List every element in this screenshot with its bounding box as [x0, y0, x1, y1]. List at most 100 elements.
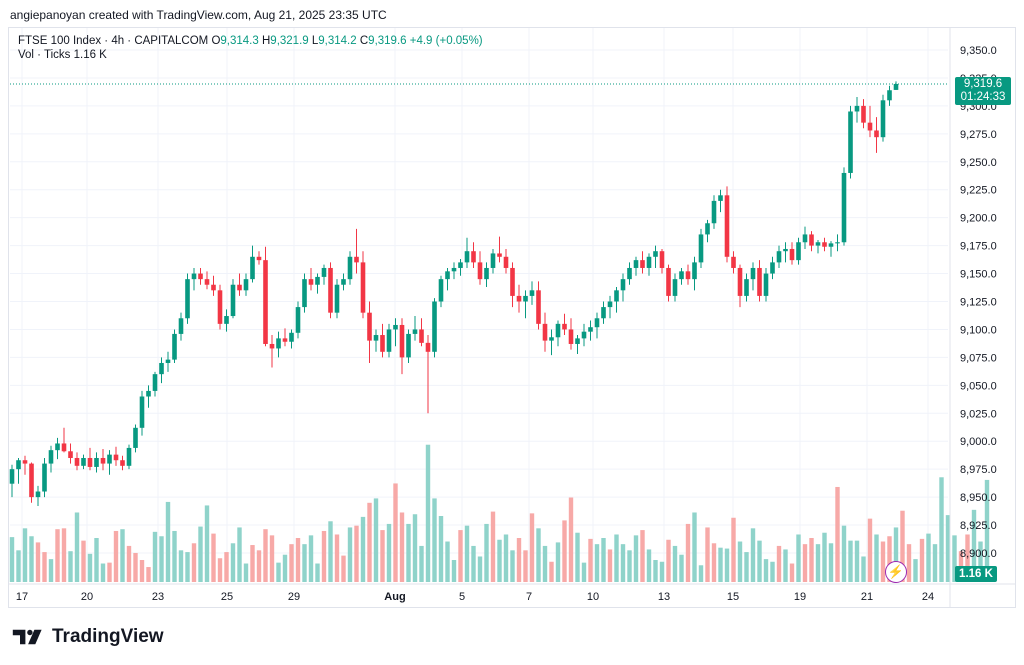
x-tick-label: 13: [658, 591, 670, 603]
candle-body: [464, 251, 470, 263]
candle-body: [614, 290, 619, 302]
candle-body: [711, 200, 717, 224]
volume-bar: [464, 525, 470, 582]
candle-body: [399, 324, 405, 358]
candle-body: [373, 335, 379, 341]
volume-bar: [750, 528, 756, 582]
volume-bar: [230, 543, 236, 582]
volume-legend: Vol · Ticks 1.16 K: [18, 49, 107, 61]
volume-bar: [341, 555, 346, 582]
volume-bar: [679, 554, 684, 582]
volume-bar: [263, 529, 268, 582]
candle-body: [334, 284, 340, 313]
volume-bar: [796, 534, 801, 582]
candle-body: [685, 271, 691, 280]
tradingview-logo[interactable]: TradingView: [12, 626, 164, 648]
candle-body: [848, 111, 853, 173]
volume-bar: [594, 544, 600, 582]
last-price: 9,319.6: [963, 78, 1003, 90]
candle-body: [477, 262, 483, 280]
volume-bar: [620, 544, 626, 582]
tradingview-logo-icon: [12, 629, 42, 645]
volume-bar: [146, 567, 151, 582]
volume-bar: [711, 543, 717, 582]
candle-body: [757, 267, 762, 296]
volume-bar: [347, 527, 353, 582]
volume-bar: [139, 560, 145, 582]
candle-body: [776, 251, 782, 263]
chart-frame[interactable]: [8, 27, 1016, 608]
candle-body: [256, 256, 262, 261]
candle-body: [646, 256, 652, 268]
candle-body: [94, 457, 99, 467]
last-price-badge: 9,319.6 01:24:33: [955, 77, 1011, 105]
volume-bar: [94, 538, 99, 582]
candle-body: [9, 469, 15, 484]
candle-body: [81, 457, 86, 466]
candle-body: [224, 316, 229, 324]
y-tick-label: 9,050.0: [960, 380, 997, 392]
candle-body: [627, 267, 632, 280]
volume-bar: [282, 554, 288, 582]
candle-body: [581, 331, 587, 339]
close-value: 9,319.6: [368, 35, 407, 47]
volume-bar: [334, 534, 340, 582]
candle-body: [503, 256, 509, 268]
x-tick-label: 7: [526, 591, 532, 603]
x-tick-label: 19: [794, 591, 806, 603]
candle-body: [887, 90, 892, 101]
candle-body: [666, 267, 671, 296]
volume-label: Vol · Ticks: [18, 49, 71, 61]
candle-body: [640, 260, 645, 268]
x-tick-label: Aug: [384, 591, 405, 603]
candle-body: [692, 262, 697, 280]
candle-body: [659, 251, 665, 268]
candle-body: [425, 342, 431, 352]
volume-bar: [835, 486, 840, 582]
volume-bar: [601, 538, 606, 582]
volume-bar: [412, 514, 418, 582]
candle-body: [542, 323, 548, 341]
candle-body: [588, 327, 593, 332]
candle-body: [815, 242, 821, 246]
candle-body: [146, 390, 151, 397]
volume-bar: [100, 563, 106, 582]
volume-bar: [42, 552, 47, 582]
candle-body: [490, 253, 496, 268]
volume-bar: [217, 558, 223, 582]
volume-bar: [861, 556, 866, 582]
volume-bar: [373, 498, 379, 582]
candle-body: [633, 260, 639, 268]
lightning-icon[interactable]: ⚡: [885, 561, 907, 583]
volume-bar: [497, 539, 502, 582]
candle-body: [29, 463, 34, 498]
y-tick-label: 9,350.0: [960, 45, 997, 57]
volume-bar: [588, 538, 593, 582]
candle-body: [217, 290, 223, 324]
volume-bar: [471, 545, 476, 582]
volume-bar: [919, 538, 925, 582]
candle-body: [731, 256, 736, 268]
volume-bar: [269, 535, 275, 582]
y-tick-label: 9,250.0: [960, 157, 997, 169]
volume-bar: [874, 534, 879, 582]
volume-bar: [822, 532, 827, 582]
volume-bar: [906, 544, 912, 582]
volume-bar: [516, 538, 522, 582]
volume-bar: [29, 536, 34, 582]
candle-body: [360, 262, 366, 313]
volume-bar: [614, 534, 619, 582]
volume-bar: [22, 528, 28, 582]
change-value: +4.9 (+0.05%): [409, 35, 483, 47]
candle-body: [55, 443, 60, 451]
y-tick-label: 9,200.0: [960, 213, 997, 225]
volume-bar: [724, 548, 730, 582]
volume-bar: [848, 540, 853, 582]
volume-bar: [302, 544, 307, 582]
volume-bar: [640, 530, 645, 582]
symbol-label: FTSE 100 Index · 4h · CAPITALCOM: [18, 35, 209, 47]
candle-body: [718, 195, 723, 201]
candle-body: [412, 329, 418, 334]
y-tick-label: 9,275.0: [960, 129, 997, 141]
